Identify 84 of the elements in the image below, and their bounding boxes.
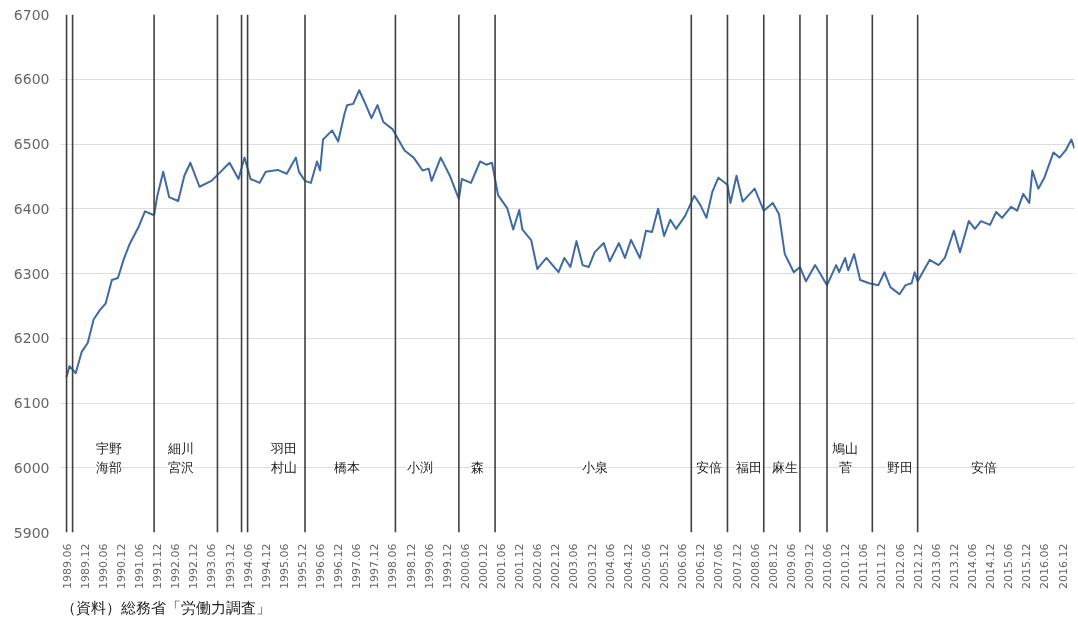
x-tick-label: 2001.12 xyxy=(513,543,527,589)
x-tick-label: 2002.12 xyxy=(549,543,563,589)
x-tick-label: 1989.12 xyxy=(78,543,92,589)
x-tick-label: 2013.12 xyxy=(947,543,961,589)
x-tick-label: 1991.06 xyxy=(132,543,146,589)
x-tick-label: 2015.12 xyxy=(1020,543,1034,589)
x-tick-label: 2001.06 xyxy=(495,543,509,589)
x-tick-label: 2015.06 xyxy=(1002,543,1016,589)
x-tick-label: 1994.12 xyxy=(259,543,273,589)
x-tick-label: 1993.12 xyxy=(223,543,237,589)
x-tick-label: 2005.12 xyxy=(658,543,672,589)
y-tick-label: 6200 xyxy=(13,330,50,347)
x-tick-label: 2003.06 xyxy=(567,543,581,589)
annotation: 安倍 xyxy=(970,460,997,476)
annotation: 福田 xyxy=(735,460,762,476)
x-tick-label: 1997.06 xyxy=(350,543,364,589)
x-tick-label: 1992.06 xyxy=(169,543,183,589)
x-tick-label: 1991.12 xyxy=(151,543,165,589)
x-tick-label: 2003.12 xyxy=(585,543,599,589)
annotation: 安倍 xyxy=(696,460,723,476)
x-tick-label: 2012.06 xyxy=(893,543,907,589)
annotation: 細川 xyxy=(167,440,195,456)
x-tick-label: 1993.06 xyxy=(205,543,219,589)
x-tick-label: 2010.12 xyxy=(839,543,853,589)
x-tick-label: 2005.06 xyxy=(639,543,653,589)
x-tick-label: 1996.06 xyxy=(314,543,328,589)
annotation: 麻生 xyxy=(771,460,798,476)
annotation: 村山 xyxy=(269,460,297,476)
annotation: 森 xyxy=(470,460,484,476)
x-tick-label: 1989.06 xyxy=(60,543,74,589)
x-tick-label: 1995.06 xyxy=(277,543,291,589)
annotation: 小泉 xyxy=(581,460,608,476)
y-tick-label: 6000 xyxy=(13,459,50,476)
annotation: 菅 xyxy=(838,460,852,476)
x-tick-label: 2000.12 xyxy=(477,543,491,589)
x-tick-label: 2014.12 xyxy=(984,543,998,589)
x-tick-label: 2008.06 xyxy=(748,543,762,589)
x-tick-label: 1998.12 xyxy=(404,543,418,589)
annotation: 宇野 xyxy=(95,440,122,456)
x-tick-label: 1995.12 xyxy=(295,543,309,589)
x-tick-label: 1990.06 xyxy=(96,543,110,589)
x-tick-label: 1994.06 xyxy=(241,543,255,589)
y-tick-label: 6100 xyxy=(13,395,50,411)
x-tick-label: 2008.12 xyxy=(766,543,780,589)
annotation: 鳩山 xyxy=(832,440,859,456)
x-tick-label: 2009.06 xyxy=(784,543,798,589)
x-tick-label: 2006.12 xyxy=(694,543,708,589)
x-tick-label: 2010.06 xyxy=(821,543,835,589)
y-tick-label: 5900 xyxy=(13,524,50,541)
x-tick-label: 2002.06 xyxy=(531,543,545,589)
y-tick-label: 6600 xyxy=(13,71,50,88)
y-tick-label: 6500 xyxy=(13,136,50,152)
annotation: 羽田 xyxy=(269,440,297,456)
x-tick-label: 2004.12 xyxy=(621,543,635,589)
x-tick-label: 2007.06 xyxy=(712,543,726,589)
x-tick-label: 2013.06 xyxy=(929,543,943,589)
annotation: 野田 xyxy=(886,460,913,476)
x-tick-label: 2009.12 xyxy=(802,543,816,589)
x-tick-label: 2011.12 xyxy=(875,543,889,589)
x-tick-label: 1997.12 xyxy=(368,543,382,589)
x-tick-label: 2004.06 xyxy=(603,543,617,589)
annotation: 海部 xyxy=(95,460,122,476)
x-tick-label: 1999.12 xyxy=(440,543,454,589)
y-tick-label: 6700 xyxy=(13,6,50,23)
y-tick-label: 6400 xyxy=(13,200,50,217)
x-tick-label: 2014.06 xyxy=(965,543,979,589)
x-tick-label: 2007.12 xyxy=(730,543,744,589)
x-tick-label: 2016.06 xyxy=(1038,543,1052,589)
x-tick-label: 1990.12 xyxy=(114,543,128,589)
annotation: 宮沢 xyxy=(168,460,195,476)
annotation: 橋本 xyxy=(334,460,361,476)
x-tick-label: 2006.06 xyxy=(676,543,690,589)
x-tick-label: 2000.06 xyxy=(458,543,472,589)
x-tick-label: 1999.06 xyxy=(422,543,436,589)
x-tick-label: 1998.06 xyxy=(386,543,400,589)
y-tick-label: 6300 xyxy=(13,265,50,282)
x-tick-label: 1996.12 xyxy=(332,543,346,589)
line-series xyxy=(65,89,1075,379)
annotation: 小渕 xyxy=(406,460,433,476)
text: （資料）総務省「労働力調査」 xyxy=(60,598,271,617)
x-tick-label: 2012.12 xyxy=(911,543,925,589)
x-tick-label: 1992.12 xyxy=(187,543,201,589)
x-tick-label: 2011.06 xyxy=(857,543,871,589)
x-tick-label: 2016.12 xyxy=(1056,543,1070,589)
